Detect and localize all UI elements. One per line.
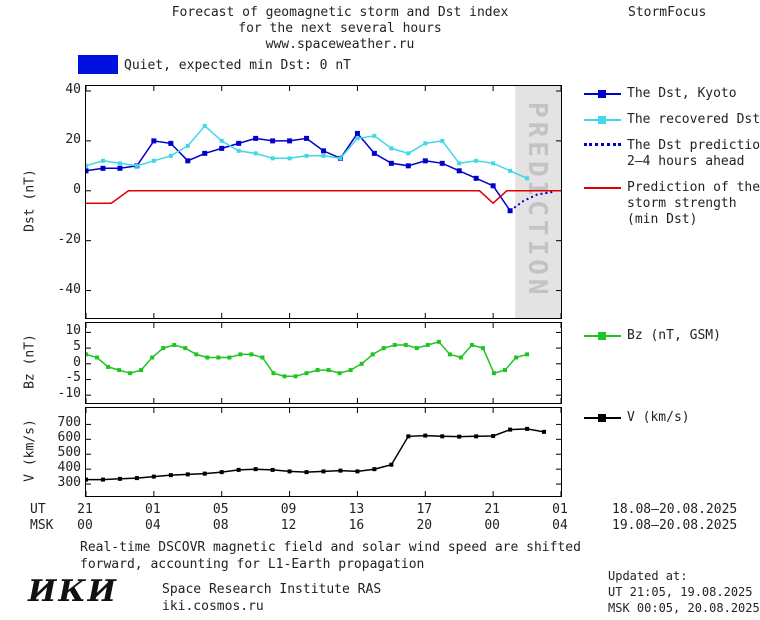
y-tick-label: -20 — [57, 231, 81, 247]
y-tick-label: 0 — [73, 354, 81, 370]
msk-tick-label: 04 — [145, 518, 161, 533]
ut-tick-label: 05 — [212, 502, 229, 517]
brand-stormfocus: StormFocus — [628, 5, 707, 20]
dst-chart-panel: PREDICTION — [85, 85, 562, 319]
red-line-swatch — [584, 181, 621, 195]
legend-label: storm strength — [627, 196, 737, 211]
v-axis-label: V (km/s) — [22, 419, 38, 482]
legend-dst-prediction: The Dst prediction 2–4 hours ahead — [584, 138, 760, 170]
y-tick-label: 300 — [57, 475, 81, 491]
legend-label: The Dst, Kyoto — [627, 86, 737, 101]
msk-tick-label: 08 — [212, 518, 229, 533]
y-tick-label: -10 — [57, 386, 81, 402]
series-storm-strength-prediction — [86, 190, 561, 205]
ut-row-label: UT — [30, 502, 46, 517]
v-chart-panel — [85, 407, 562, 497]
ut-date-range: 18.08–20.08.2025 — [612, 502, 738, 517]
msk-row-label: MSK — [30, 518, 54, 533]
msk-tick-label: 12 — [280, 518, 297, 533]
bz-chart-panel — [85, 322, 562, 404]
legend-label: V (km/s) — [627, 410, 690, 425]
y-tick-label: 0 — [73, 181, 81, 197]
page-title-line-2: for the next several hours — [238, 21, 442, 36]
legend-bz: Bz (nT, GSM) — [584, 328, 721, 344]
legend-label: 2–4 hours ahead — [627, 154, 745, 169]
msk-tick-label: 16 — [348, 518, 365, 533]
msk-tick-label: 00 — [484, 518, 500, 533]
iki-logo: ИКИ — [28, 574, 118, 609]
institute-name: Space Research Institute RAS — [162, 582, 382, 597]
y-tick-label: 700 — [57, 415, 81, 431]
legend-dst-kyoto: The Dst, Kyoto — [584, 86, 737, 102]
updated-label: Updated at: — [608, 569, 688, 583]
legend-label: The Dst prediction — [627, 138, 760, 153]
updated-ut: UT 21:05, 19.08.2025 — [608, 585, 753, 599]
ut-tick-label: 13 — [348, 502, 365, 517]
page-title-line-1: Forecast of geomagnetic storm and Dst in… — [171, 5, 509, 20]
legend-label: (min Dst) — [627, 212, 698, 227]
series-solar-wind-speed — [86, 428, 545, 481]
status-label: Quiet, expected min Dst: 0 nT — [124, 58, 351, 73]
ut-tick-label: 01 — [145, 502, 161, 517]
dst-chart-svg: PREDICTION — [86, 86, 561, 318]
y-tick-label: 600 — [57, 430, 81, 446]
blue-dotted-line-swatch — [584, 139, 621, 153]
msk-tick-label: 20 — [416, 518, 433, 533]
y-tick-label: 20 — [65, 131, 81, 147]
ut-tick-label: 21 — [484, 502, 500, 517]
y-tick-label: -5 — [65, 370, 81, 386]
prediction-band-label: PREDICTION — [522, 102, 552, 299]
y-tick-label: -40 — [57, 281, 81, 297]
ut-tick-label: 21 — [77, 502, 93, 517]
dst-axis-label: Dst (nT) — [22, 169, 38, 232]
institute-site: iki.cosmos.ru — [162, 599, 264, 614]
legend-label: Bz (nT, GSM) — [627, 328, 721, 343]
legend-label: Prediction of the — [627, 180, 760, 195]
bz-axis-label: Bz (nT) — [22, 334, 38, 389]
bz-chart-svg — [86, 323, 561, 403]
website-text: www.spaceweather.ru — [265, 37, 415, 52]
y-tick-label: 5 — [73, 339, 81, 355]
ut-tick-label: 09 — [280, 502, 297, 517]
updated-msk: MSK 00:05, 20.08.2025 — [608, 601, 760, 615]
blue-square-line-swatch — [584, 87, 621, 101]
msk-tick-label: 04 — [552, 518, 568, 533]
ut-tick-label: 17 — [416, 502, 433, 517]
y-tick-label: 400 — [57, 460, 81, 476]
ut-tick-label: 01 — [552, 502, 568, 517]
status-color-swatch — [78, 55, 118, 74]
series-dst-kyoto — [86, 132, 511, 212]
green-square-line-swatch — [584, 329, 621, 343]
cyan-square-line-swatch — [584, 113, 621, 127]
legend-label: The recovered Dst — [627, 112, 760, 127]
legend-recovered-dst: The recovered Dst — [584, 112, 760, 128]
black-square-line-swatch — [584, 411, 621, 425]
legend-v: V (km/s) — [584, 410, 690, 426]
y-tick-label: 40 — [65, 81, 81, 97]
v-chart-svg — [86, 408, 561, 496]
y-tick-label: 10 — [65, 323, 81, 339]
msk-tick-label: 00 — [77, 518, 93, 533]
y-tick-label: 500 — [57, 445, 81, 461]
footer-note-line-2: forward, accounting for L1-Earth propaga… — [80, 557, 425, 572]
footer-note-line-1: Real-time DSCOVR magnetic field and sola… — [80, 540, 581, 555]
legend-storm-strength: Prediction of the storm strength (min Ds… — [584, 180, 760, 228]
msk-date-range: 19.08–20.08.2025 — [612, 518, 738, 533]
